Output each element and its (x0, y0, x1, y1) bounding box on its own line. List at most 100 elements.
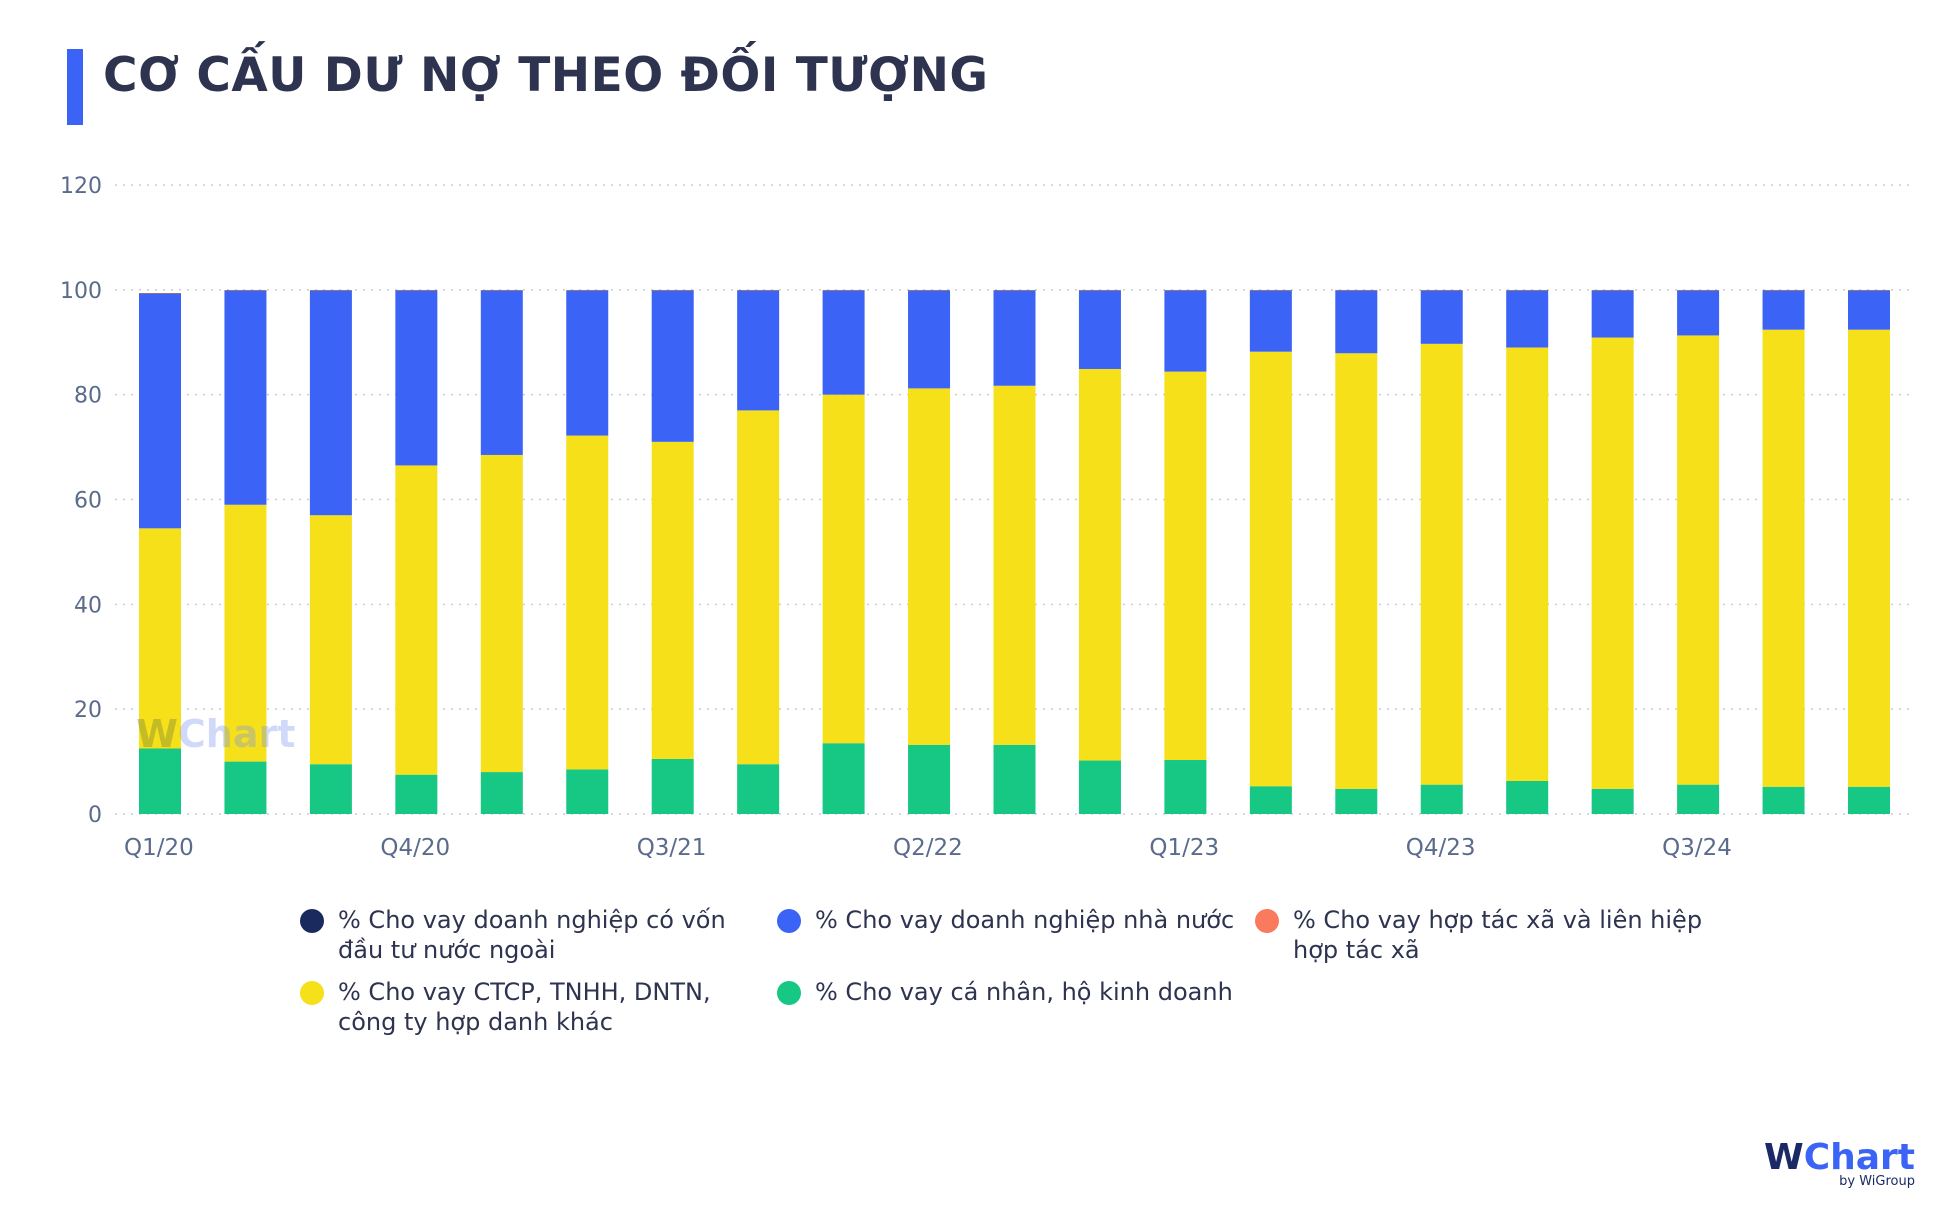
legend-item[interactable]: % Cho vay doanh nghiệp có vốn đầu tư nước… (300, 905, 726, 965)
watermark-w: W (136, 712, 178, 756)
bar-segment (1164, 371, 1207, 761)
bar-segment (822, 394, 865, 744)
bar-segment (1762, 329, 1805, 787)
bar-segment (1848, 329, 1890, 787)
legend-item[interactable]: % Cho vay cá nhân, hộ kinh doanh (777, 977, 1233, 1007)
logo-chart: Chart (1803, 1137, 1915, 1178)
y-tick-label: 100 (60, 279, 102, 304)
bar-segment (1335, 788, 1378, 814)
legend-label: % Cho vay doanh nghiệp có vốn đầu tư nước… (338, 905, 726, 965)
bar-segment (1506, 347, 1549, 781)
bar-segment (1164, 760, 1207, 814)
bar-segment (1164, 290, 1207, 291)
bar-segment (1506, 290, 1549, 348)
bar-segment (139, 294, 181, 529)
bar-segment (1249, 786, 1292, 814)
bar-segment (395, 290, 438, 466)
bar-segment (566, 435, 609, 770)
legend-label: % Cho vay CTCP, TNHH, DNTN, công ty hợp d… (338, 977, 711, 1037)
bar-segment (1848, 290, 1890, 330)
bar-segment (1420, 784, 1463, 814)
x-tick-label: Q3/21 (637, 835, 707, 861)
bar-segment (139, 528, 181, 749)
bar-segment (1677, 290, 1720, 336)
bar-segment (309, 764, 352, 814)
bar-segment (1078, 290, 1121, 291)
y-tick-label: 0 (88, 803, 102, 828)
stacked-bar-chart: 0 20 40 60 80 100 120 Q1/20 Q4/20 Q3/21 Q2/22 Q1/23… (60, 174, 1912, 861)
legend-label: % Cho vay doanh nghiệp nhà nước (815, 905, 1234, 935)
bar-segment (1591, 290, 1634, 291)
watermark-chart: Chart (177, 712, 296, 756)
bar-segment (1249, 290, 1292, 352)
y-tick-label: 60 (74, 489, 102, 514)
y-tick-label: 20 (74, 698, 102, 723)
bar-segment (908, 388, 951, 745)
legend-label-line: % Cho vay doanh nghiệp có vốn (338, 906, 726, 934)
bar-segment (822, 743, 865, 814)
logo-subtitle: by WiGroup (1839, 1174, 1915, 1189)
bar-segment (1762, 290, 1805, 291)
chart-title: CƠ CẤU DƯ NỢ THEO ĐỐI TƯỢNG (103, 48, 989, 103)
y-tick-label: 80 (74, 384, 102, 409)
wichart-logo: WChart by WiGroup (1764, 1137, 1915, 1189)
bar-segment (1762, 290, 1805, 330)
legend-item[interactable]: % Cho vay doanh nghiệp nhà nước (777, 905, 1234, 935)
bar-segment (908, 744, 951, 814)
x-tick-label: Q4/20 (380, 835, 450, 861)
bar-segment (1848, 786, 1890, 814)
bar-segment (309, 290, 352, 291)
bar-segment (1762, 786, 1805, 814)
bar-segment (737, 764, 780, 814)
bar-segment (1506, 780, 1549, 814)
bar-segment (395, 290, 438, 291)
bar-segment (908, 290, 951, 389)
bar-segment (224, 504, 267, 762)
bar-segment (139, 293, 181, 295)
bar-segment (1335, 290, 1378, 354)
bar-segment (566, 290, 609, 291)
legend-label-line: % Cho vay doanh nghiệp nhà nước (815, 906, 1235, 934)
bar-segment (1420, 343, 1463, 785)
bar-segment (1335, 353, 1378, 789)
bar-segment (1249, 351, 1292, 787)
legend-label: % Cho vay cá nhân, hộ kinh doanh (815, 977, 1233, 1007)
bar-segment (993, 744, 1036, 814)
bar-segment (1249, 290, 1292, 291)
bar-segment (1591, 788, 1634, 814)
bar-segment (737, 410, 780, 765)
legend-item[interactable]: % Cho vay CTCP, TNHH, DNTN, công ty hợp d… (300, 977, 711, 1037)
x-tick-label: Q2/22 (893, 835, 963, 861)
bar-segment (651, 290, 694, 442)
bar-segment (993, 385, 1036, 745)
legend-item[interactable]: % Cho vay hợp tác xã và liên hiệp hợp tác… (1255, 905, 1702, 965)
legend-label-line: đầu tư nước ngoài (338, 936, 556, 964)
bar-segment (993, 290, 1036, 386)
bar-segment (651, 758, 694, 814)
bar-segment (1164, 290, 1207, 372)
bar-segment (993, 290, 1036, 291)
bar-segment (1677, 784, 1720, 814)
bar-segment (224, 761, 267, 814)
bar-segment (737, 290, 780, 291)
bar-segment (1335, 290, 1378, 291)
x-tick-label: Q4/23 (1406, 835, 1476, 861)
bar-segment (1677, 335, 1720, 785)
bar-segment (651, 441, 694, 759)
bar-segment (309, 515, 352, 765)
bar-segment (822, 290, 865, 395)
bar-segment (1078, 368, 1121, 761)
x-tick-label: Q1/23 (1149, 835, 1219, 861)
bar-segment (1591, 337, 1634, 789)
legend-swatch (1255, 909, 1279, 933)
bar-segment (480, 454, 523, 773)
bar-segment (1420, 290, 1463, 291)
bar-segment (737, 290, 780, 411)
bar-segment (395, 774, 438, 814)
bar-segment (1506, 290, 1549, 291)
bar-segment (1677, 290, 1720, 291)
bar-segment (139, 748, 181, 814)
bar-segment (566, 769, 609, 814)
legend-label-line: công ty hợp danh khác (338, 1008, 613, 1036)
bar-segment (822, 290, 865, 291)
